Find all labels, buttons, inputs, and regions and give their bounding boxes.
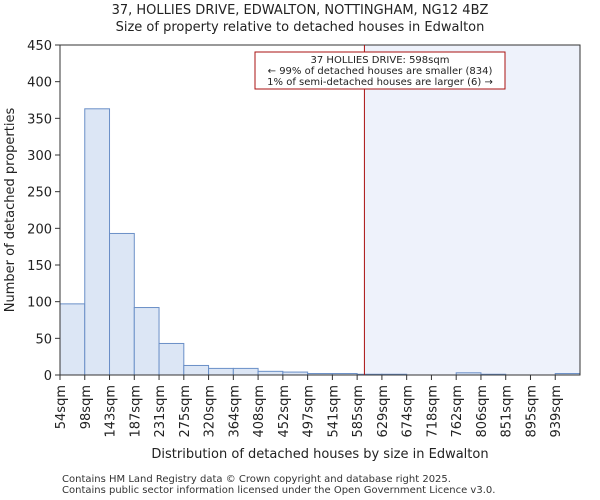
y-tick-label: 0 [44, 369, 52, 384]
x-tick-label: 585sqm [351, 385, 366, 438]
x-tick-label: 54sqm [54, 385, 69, 429]
annotation-line-2: ← 99% of detached houses are smaller (83… [268, 66, 493, 77]
bar-408sqm [257, 370, 284, 376]
y-tick-label: 350 [27, 112, 52, 127]
x-tick-label: 718sqm [425, 385, 440, 438]
x-tick-label: 143sqm [104, 385, 119, 438]
x-tick-label: 452sqm [277, 385, 292, 438]
x-tick-label: 939sqm [549, 385, 564, 438]
x-tick-label: 275sqm [178, 385, 193, 438]
bar-143sqm [109, 232, 135, 376]
annotation-line-1: 37 HOLLIES DRIVE: 598sqm [311, 55, 450, 66]
licence-notice: Contains public sector information licen… [62, 485, 496, 496]
x-tick-label: 231sqm [153, 385, 168, 438]
x-tick-label: 497sqm [302, 385, 317, 438]
y-axis-label: Number of detached properties [3, 108, 18, 313]
larger-region-shade [364, 45, 580, 375]
x-tick-label: 98sqm [79, 385, 94, 429]
bar-54sqm [59, 303, 86, 376]
y-tick-label: 150 [27, 259, 52, 274]
y-tick-label: 300 [27, 149, 52, 164]
y-tick-label: 50 [35, 332, 52, 347]
x-tick-label: 187sqm [128, 385, 143, 438]
y-tick-label: 400 [27, 76, 52, 91]
bar-series [59, 108, 581, 376]
x-tick-label: 851sqm [500, 385, 515, 438]
y-tick-label: 250 [27, 186, 52, 201]
axes: 0 50 100 150 200 250 300 350 400 450 54sqm 98sqm 143… [27, 39, 581, 438]
x-axis-label: Distribution of detached houses by size … [151, 447, 488, 462]
x-tick-label: 629sqm [376, 385, 391, 438]
bar-231sqm [158, 342, 185, 376]
annotation-line-3: 1% of semi-detached houses are larger (6… [267, 77, 493, 88]
x-tick-label: 541sqm [326, 385, 341, 438]
copyright-notice: Contains HM Land Registry data © Crown c… [62, 474, 451, 485]
chart-title: 37, HOLLIES DRIVE, EDWALTON, NOTTINGHAM,… [111, 3, 489, 18]
annotation-box: 37 HOLLIES DRIVE: 598sqm ← 99% of detach… [254, 51, 506, 90]
x-tick-label: 320sqm [203, 385, 218, 438]
x-tick-label: 408sqm [252, 385, 267, 438]
bar-320sqm [208, 367, 234, 376]
chart-subtitle: Size of property relative to detached ho… [115, 20, 485, 35]
x-tick-label: 364sqm [227, 385, 242, 438]
annotation-border [254, 51, 506, 90]
y-tick-label: 450 [27, 39, 52, 54]
x-tick-label: 895sqm [524, 385, 539, 438]
bar-98sqm [84, 108, 111, 376]
y-tick-label: 200 [27, 222, 52, 237]
bar-187sqm [133, 307, 160, 376]
y-tick-label: 100 [27, 296, 52, 311]
plot-frame [59, 44, 581, 376]
x-tick-label: 674sqm [401, 385, 416, 438]
x-tick-label: 806sqm [475, 385, 490, 438]
shaded-region [364, 45, 580, 375]
bar-275sqm [183, 364, 210, 376]
x-tick-label: 762sqm [450, 385, 465, 438]
bar-364sqm [232, 367, 259, 376]
